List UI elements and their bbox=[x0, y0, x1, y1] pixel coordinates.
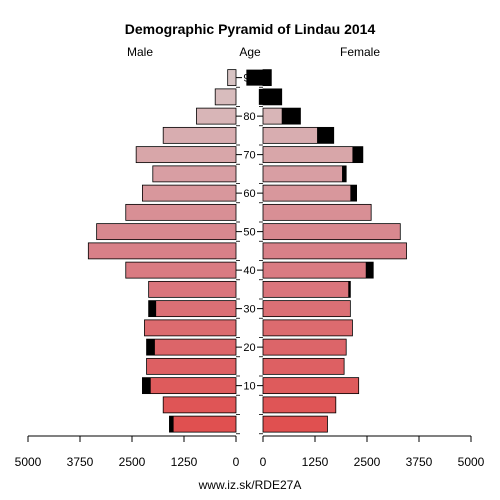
male-bar-75-79 bbox=[162, 126, 237, 144]
male-bar-15-19 bbox=[146, 357, 237, 375]
female-bar-75-79 bbox=[262, 126, 335, 144]
male-bar-50-54 bbox=[96, 223, 237, 241]
age-tick-label-50: 50 bbox=[243, 227, 255, 239]
male-bar-10-14 bbox=[141, 377, 237, 395]
female-bar-30-34 bbox=[262, 300, 351, 318]
age-tick-label-70: 70 bbox=[243, 150, 255, 162]
female-bar-10-14 bbox=[262, 377, 360, 395]
male-bar-30-34 bbox=[148, 300, 237, 318]
plot-area: 10 20 30 40 50 60 70 80 90 5000 3750 2500 1250 0 0 1250… bbox=[15, 69, 485, 469]
female-x-tick-label: 1250 bbox=[302, 455, 329, 469]
male-bar-40-44 bbox=[125, 261, 237, 279]
male-bar-55-59 bbox=[125, 203, 237, 221]
female-bar-60-64 bbox=[262, 184, 357, 202]
female-foreign-bar-40-44 bbox=[365, 262, 374, 279]
male-foreign-bar-30-34 bbox=[148, 300, 157, 317]
male-foreign-bar-0-4 bbox=[169, 416, 174, 433]
male-bar-20-24 bbox=[146, 338, 237, 356]
female-foreign-bar-80-84 bbox=[281, 108, 301, 125]
female-bar-20-24 bbox=[262, 338, 347, 356]
female-bar-50-54 bbox=[262, 223, 401, 241]
male-bar-5-9 bbox=[162, 396, 237, 414]
male-bar-60-64 bbox=[141, 184, 237, 202]
male-foreign-bar-20-24 bbox=[146, 339, 155, 356]
chart-title: Demographic Pyramid of Lindau 2014 bbox=[125, 21, 376, 37]
footer-url: www.iz.sk/RDE27A bbox=[198, 478, 302, 492]
male-bar-70-74 bbox=[135, 146, 237, 164]
male-x-tick-label: 3750 bbox=[67, 455, 94, 469]
age-tick-label-90: 90 bbox=[243, 73, 255, 85]
female-bar-0-4 bbox=[262, 415, 328, 433]
female-foreign-bar-75-79 bbox=[317, 127, 334, 144]
male-label: Male bbox=[127, 45, 153, 59]
female-foreign-bar-70-74 bbox=[352, 146, 363, 163]
age-tick-label-20: 20 bbox=[243, 342, 255, 354]
male-bar-90+ bbox=[227, 69, 237, 87]
female-foreign-bar-60-64 bbox=[350, 185, 357, 202]
female-bar-55-59 bbox=[262, 203, 372, 221]
female-label: Female bbox=[340, 45, 380, 59]
age-label: Age bbox=[239, 45, 261, 59]
male-bar-65-69 bbox=[152, 165, 237, 183]
male-bar-35-39 bbox=[148, 280, 237, 298]
male-bar-25-29 bbox=[144, 319, 237, 337]
female-bar-65-69 bbox=[262, 165, 347, 183]
male-x-tick-label: 1250 bbox=[171, 455, 198, 469]
male-x-tick-label: 2500 bbox=[119, 455, 146, 469]
female-bar-35-39 bbox=[262, 280, 351, 298]
age-tick-label-10: 10 bbox=[243, 381, 255, 393]
female-bar-45-49 bbox=[262, 242, 407, 260]
male-x-tick-label: 0 bbox=[233, 455, 240, 469]
female-bar-70-74 bbox=[262, 146, 364, 164]
age-tick-label-30: 30 bbox=[243, 304, 255, 316]
male-bar-80-84 bbox=[196, 107, 237, 125]
age-tick-label-80: 80 bbox=[243, 111, 255, 123]
female-foreign-bar-35-39 bbox=[348, 281, 351, 298]
male-bar-85-89 bbox=[214, 88, 237, 106]
age-tick-label-40: 40 bbox=[243, 265, 255, 277]
female-bar-15-19 bbox=[262, 357, 345, 375]
female-x-tick-label: 5000 bbox=[458, 455, 485, 469]
female-foreign-bar-65-69 bbox=[342, 165, 347, 182]
female-bar-5-9 bbox=[262, 396, 337, 414]
male-x-tick-label: 5000 bbox=[15, 455, 42, 469]
female-x-tick-label: 0 bbox=[260, 455, 267, 469]
male-foreign-bar-10-14 bbox=[142, 377, 151, 394]
male-bar-45-49 bbox=[87, 242, 237, 260]
female-bar-40-44 bbox=[262, 261, 374, 279]
female-x-tick-label: 3750 bbox=[406, 455, 433, 469]
female-foreign-bar-85-89 bbox=[258, 88, 282, 105]
female-x-tick-label: 2500 bbox=[354, 455, 381, 469]
male-bar-0-4 bbox=[169, 415, 237, 433]
age-tick-label-60: 60 bbox=[243, 188, 255, 200]
female-bar-25-29 bbox=[262, 319, 353, 337]
